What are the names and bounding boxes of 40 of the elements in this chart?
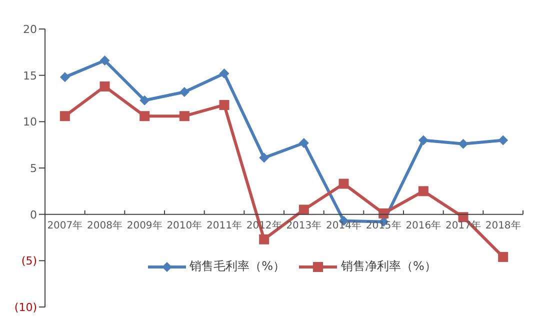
- legend-label: 销售净利率（%）: [340, 258, 436, 275]
- y-tick-label: 20: [23, 23, 37, 36]
- point: [179, 87, 190, 98]
- legend-label: 销售毛利率（%）: [188, 258, 285, 275]
- point: [418, 135, 428, 146]
- x-tick-label: 2010年: [166, 219, 202, 232]
- x-tick-label: 2018年: [485, 219, 521, 232]
- y-tick-label: (5): [21, 254, 37, 268]
- point: [219, 68, 230, 78]
- point: [219, 100, 230, 110]
- point: [298, 138, 309, 148]
- x-tick-label: 2007年: [47, 219, 83, 232]
- point: [179, 111, 190, 122]
- point: [418, 186, 428, 196]
- x-tick-label: 2008年: [87, 219, 122, 232]
- point: [100, 56, 110, 66]
- point: [338, 178, 349, 189]
- y-tick-label: (10): [14, 301, 37, 314]
- y-tick-label: 10: [23, 116, 37, 129]
- x-tick-label: 2013年: [286, 219, 322, 232]
- y-tick-label: 5: [30, 162, 37, 175]
- point: [140, 111, 150, 122]
- point: [60, 111, 70, 122]
- x-tick-label: 2011年: [206, 219, 242, 232]
- point: [100, 81, 110, 92]
- point: [498, 252, 508, 262]
- y-tick-label: 0: [30, 208, 37, 222]
- y-tick-label: 15: [23, 69, 37, 82]
- x-tick-label: 2009年: [126, 219, 162, 232]
- x-tick-label: 2015年: [366, 219, 402, 232]
- point: [458, 138, 468, 149]
- point: [259, 234, 270, 244]
- point: [60, 72, 70, 82]
- point: [498, 135, 508, 146]
- x-tick-label: 2014年: [326, 219, 362, 232]
- point: [259, 152, 270, 163]
- x-tick-label: 2016年: [406, 219, 442, 232]
- point: [378, 208, 389, 218]
- point: [298, 204, 309, 215]
- point: [140, 95, 150, 106]
